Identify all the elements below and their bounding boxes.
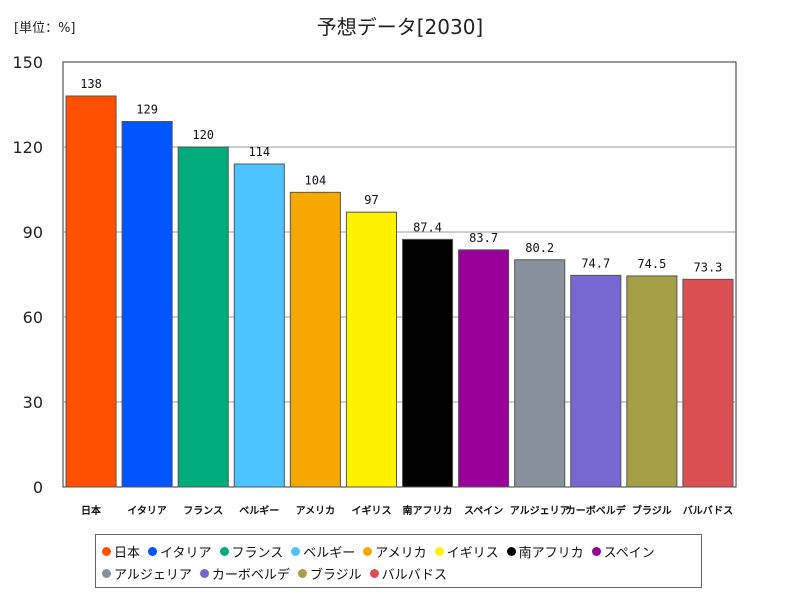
legend-item: 南アフリカ: [506, 542, 584, 561]
bar: [402, 238, 454, 488]
data-label: 83.7: [469, 231, 498, 245]
y-tick-label: 60: [23, 308, 43, 327]
data-label: 80.2: [525, 241, 554, 255]
legend-item: フランス: [219, 542, 284, 561]
legend-item: アルジェリア: [102, 564, 192, 583]
x-tick-label: スペイン: [464, 505, 503, 517]
legend-item: ベルギー: [291, 542, 355, 561]
legend-swatch: [199, 569, 209, 578]
x-tick-label: 日本: [81, 504, 102, 517]
legend-label: ベルギー: [303, 546, 356, 561]
legend-row: アルジェリア カーボベルデ ブラジル バルバドス: [102, 564, 455, 583]
x-tick-label: ベルギー: [239, 504, 279, 517]
x-tick-label: アルジェリア: [510, 505, 570, 517]
bar: [626, 275, 678, 488]
bar: [570, 274, 622, 488]
bars: 138 129 120 114 104 97 87.4 83.7 80.2 74.7 74.5 73.…: [65, 77, 734, 488]
bar: [345, 211, 397, 488]
data-label: 104: [305, 173, 327, 187]
legend-label: アルジェリア: [114, 568, 192, 583]
legend-label: フランス: [231, 546, 284, 561]
legend-row: 日本 イタリア フランス ベルギー アメリカ イギリス 南アフリカ スペイン: [102, 542, 663, 561]
legend-item: ブラジル: [297, 564, 362, 583]
bar: [121, 121, 173, 488]
legend-label: イギリス: [446, 546, 499, 561]
legend-item: アメリカ: [363, 542, 427, 561]
legend-label: ブラジル: [309, 568, 362, 583]
x-tick-label: イタリア: [127, 505, 167, 517]
bar: [233, 163, 285, 488]
legend-item: 日本: [102, 542, 140, 561]
x-tick-label: バルバドス: [683, 505, 733, 517]
y-tick-label: 90: [23, 223, 43, 242]
legend-swatch: [297, 569, 307, 578]
bar: [65, 95, 117, 488]
unit-label: [単位：%]: [14, 20, 76, 36]
legend-swatch: [148, 547, 158, 556]
x-tick-label: 南アフリカ: [403, 504, 453, 517]
legend-swatch: [102, 547, 111, 556]
x-tick-label: カーボベルデ: [566, 504, 627, 517]
data-label: 74.5: [637, 257, 666, 271]
bar: [458, 249, 510, 488]
data-label: 73.3: [694, 260, 723, 274]
legend-label: イタリア: [160, 546, 212, 561]
data-label: 97: [364, 193, 378, 207]
bar: [289, 191, 341, 488]
legend-item: イギリス: [434, 542, 499, 561]
legend-label: アメリカ: [375, 546, 427, 561]
legend-swatch: [102, 569, 111, 578]
legend: 日本 イタリア フランス ベルギー アメリカ イギリス 南アフリカ スペイン アルジェリア カー…: [95, 534, 702, 588]
data-label: 114: [248, 145, 270, 159]
x-tick-label: アメリカ: [296, 505, 336, 517]
legend-item: カーボベルデ: [199, 564, 290, 583]
data-label: 120: [192, 128, 214, 142]
legend-label: 南アフリカ: [518, 546, 584, 561]
bar: [514, 259, 566, 488]
chart-title: 予想データ[2030]: [317, 15, 484, 39]
y-tick-label: 120: [12, 138, 43, 157]
y-tick-label: 150: [12, 53, 43, 72]
grid-lines: [63, 146, 736, 403]
legend-label: スペイン: [603, 546, 655, 561]
bar: [682, 278, 734, 488]
legend-swatch: [291, 547, 301, 556]
legend-item: イタリア: [148, 542, 212, 561]
legend-swatch: [219, 547, 229, 556]
legend-label: バルバドス: [381, 568, 448, 583]
y-tick-label: 30: [23, 393, 43, 412]
data-label: 87.4: [413, 220, 442, 234]
legend-swatch: [369, 569, 379, 578]
data-label: 74.7: [581, 256, 610, 270]
x-tick-label: イギリス: [351, 504, 391, 517]
legend-swatch: [591, 547, 601, 556]
y-tick-label: 0: [33, 478, 43, 497]
legend-swatch: [363, 547, 373, 556]
data-label: 129: [136, 103, 158, 117]
legend-item: スペイン: [591, 542, 655, 561]
y-axis: 0 30 60 90 120 150: [12, 53, 43, 497]
x-tick-label: フランス: [183, 505, 223, 517]
legend-label: カーボベルデ: [211, 568, 290, 583]
legend-swatch: [434, 547, 444, 556]
legend-swatch: [506, 547, 516, 556]
bar: [177, 146, 229, 488]
x-tick-label: ブラジル: [632, 504, 672, 517]
x-axis: 日本 イタリア フランス ベルギー アメリカ イギリス 南アフリカ スペイン アルジェリアカーボ…: [81, 504, 733, 517]
plot-area: [62, 61, 737, 488]
legend-label: 日本: [114, 546, 141, 561]
legend-item: バルバドス: [369, 564, 448, 583]
data-label: 138: [80, 77, 102, 91]
